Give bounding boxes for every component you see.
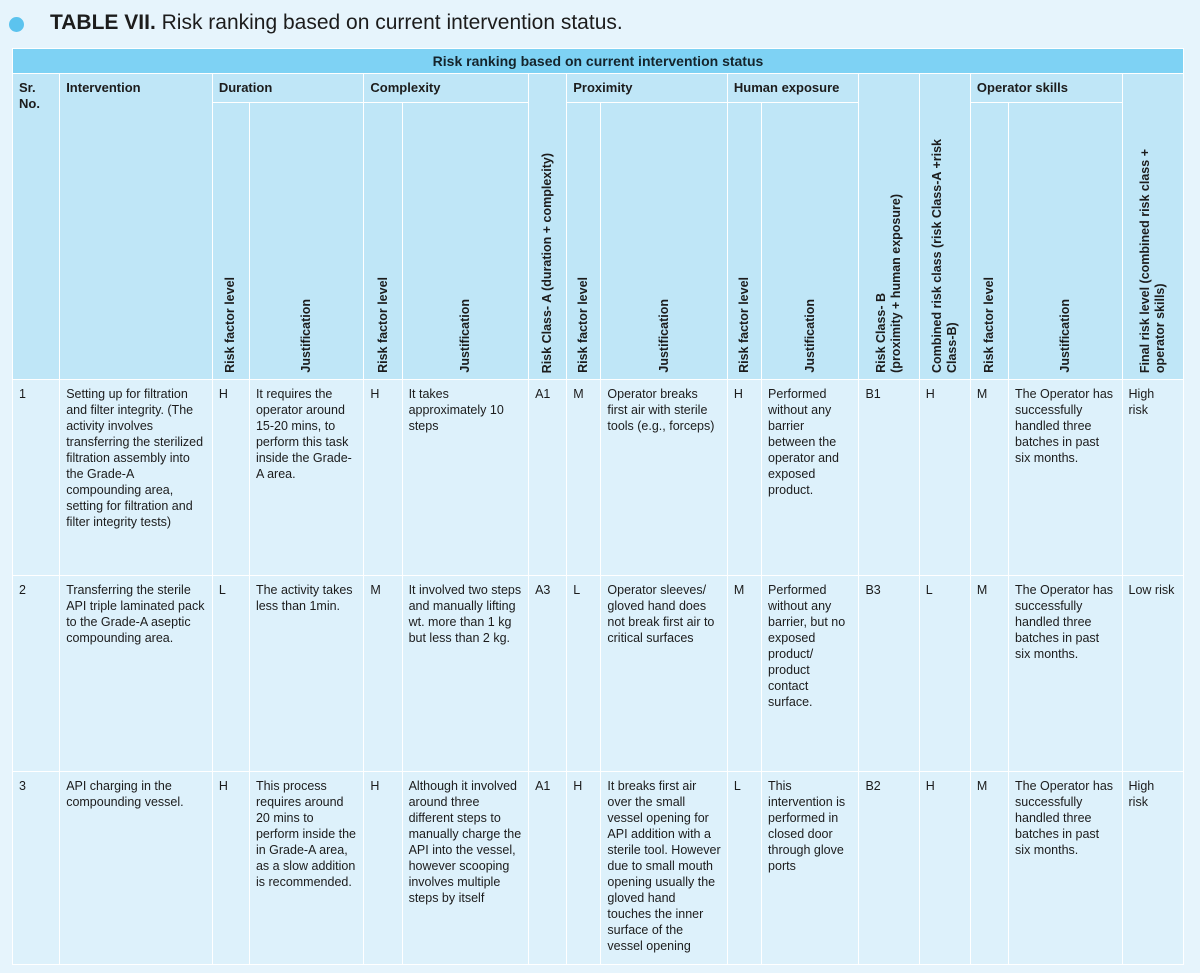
cell-skills-level: M [969, 379, 1010, 576]
header-final-risk-level: Final risk level (combined risk class + o… [1121, 73, 1185, 380]
cell-duration-level: H [211, 771, 250, 965]
header-proximity: Proximity [566, 73, 728, 103]
cell-complexity-level: H [363, 379, 403, 576]
header-risk-class-a: Risk Class- A (duration + complexity) [528, 73, 568, 380]
cell-risk-class-b: B1 [858, 379, 920, 576]
cell-final-risk: High risk [1121, 379, 1185, 576]
caption-text: TABLE VII. Risk ranking based on current… [50, 10, 623, 36]
cell-exposure-justification: Performed without any barrier, but no ex… [761, 575, 860, 772]
cell-sr-no: 2 [11, 575, 61, 772]
cell-exposure-justification: This intervention is performed in closed… [761, 771, 860, 965]
table-row: 2 Transferring the sterile API triple la… [11, 575, 1185, 772]
header-complexity-justification: Justification [401, 102, 530, 380]
cell-exposure-level: H [726, 379, 763, 576]
cell-exposure-level: L [726, 771, 763, 965]
cell-duration-justification: The activity takes less than 1min. [248, 575, 365, 772]
cell-combined-risk: H [918, 771, 971, 965]
cell-duration-justification: It requires the operator around 15-20 mi… [248, 379, 365, 576]
header-human-exposure: Human exposure [726, 73, 860, 103]
cell-skills-justification: The Operator has successfully handled th… [1008, 771, 1123, 965]
cell-complexity-level: M [363, 575, 403, 772]
cell-complexity-justification: Although it involved around three differ… [401, 771, 530, 965]
header-risk-class-b: Risk Class- B (proximity + human exposure… [858, 73, 920, 380]
table-caption: TABLE VII. Risk ranking based on current… [0, 0, 1200, 46]
header-skills-risk-factor: Risk factor level [969, 102, 1010, 380]
header-duration-risk-factor: Risk factor level [211, 102, 250, 380]
cell-risk-class-a: A1 [528, 771, 568, 965]
cell-proximity-justification: Operator sleeves/ gloved hand does not b… [600, 575, 728, 772]
header-proximity-risk-factor: Risk factor level [566, 102, 602, 380]
cell-skills-level: M [969, 771, 1010, 965]
cell-skills-justification: The Operator has successfully handled th… [1008, 379, 1123, 576]
header-sr-no: Sr. No. [11, 73, 61, 380]
caption-title: Risk ranking based on current interventi… [161, 11, 623, 34]
cell-sr-no: 3 [11, 771, 61, 965]
cell-combined-risk: L [918, 575, 971, 772]
risk-ranking-table: Risk ranking based on current interventi… [11, 48, 1185, 965]
header-duration-justification: Justification [248, 102, 365, 380]
header-exposure-justification: Justification [761, 102, 860, 380]
cell-exposure-justification: Performed without any barrier between th… [761, 379, 860, 576]
header-combined-risk-class: Combined risk class (risk Class-A +risk C… [918, 73, 971, 380]
cell-risk-class-a: A3 [528, 575, 568, 772]
cell-complexity-justification: It takes approximately 10 steps [401, 379, 530, 576]
bullet-icon [9, 17, 24, 32]
cell-risk-class-b: B2 [858, 771, 920, 965]
cell-skills-level: M [969, 575, 1010, 772]
cell-proximity-level: M [566, 379, 602, 576]
cell-risk-class-a: A1 [528, 379, 568, 576]
cell-duration-justification: This process requires around 20 mins to … [248, 771, 365, 965]
header-complexity-risk-factor: Risk factor level [363, 102, 403, 380]
cell-complexity-level: H [363, 771, 403, 965]
table-row: 1 Setting up for filtration and filter i… [11, 379, 1185, 576]
cell-exposure-level: M [726, 575, 763, 772]
table-row: 3 API charging in the compounding vessel… [11, 771, 1185, 965]
cell-proximity-level: L [566, 575, 602, 772]
header-skills-justification: Justification [1008, 102, 1123, 380]
cell-intervention: Transferring the sterile API triple lami… [59, 575, 213, 772]
cell-proximity-justification: Operator breaks first air with sterile t… [600, 379, 728, 576]
header-operator-skills: Operator skills [969, 73, 1123, 103]
cell-final-risk: Low risk [1121, 575, 1185, 772]
header-proximity-justification: Justification [600, 102, 728, 380]
cell-proximity-level: H [566, 771, 602, 965]
cell-skills-justification: The Operator has successfully handled th… [1008, 575, 1123, 772]
cell-duration-level: H [211, 379, 250, 576]
header-exposure-risk-factor: Risk factor level [726, 102, 763, 380]
header-complexity: Complexity [363, 73, 530, 103]
cell-sr-no: 1 [11, 379, 61, 576]
cell-final-risk: High risk [1121, 771, 1185, 965]
cell-complexity-justification: It involved two steps and manually lifti… [401, 575, 530, 772]
cell-intervention: API charging in the compounding vessel. [59, 771, 213, 965]
cell-risk-class-b: B3 [858, 575, 920, 772]
header-intervention: Intervention [59, 73, 213, 380]
header-duration: Duration [211, 73, 365, 103]
cell-duration-level: L [211, 575, 250, 772]
caption-label: TABLE VII. [50, 11, 156, 34]
cell-intervention: Setting up for filtration and filter int… [59, 379, 213, 576]
table-banner: Risk ranking based on current interventi… [12, 48, 1184, 74]
cell-combined-risk: H [918, 379, 971, 576]
cell-proximity-justification: It breaks first air over the small vesse… [600, 771, 728, 965]
